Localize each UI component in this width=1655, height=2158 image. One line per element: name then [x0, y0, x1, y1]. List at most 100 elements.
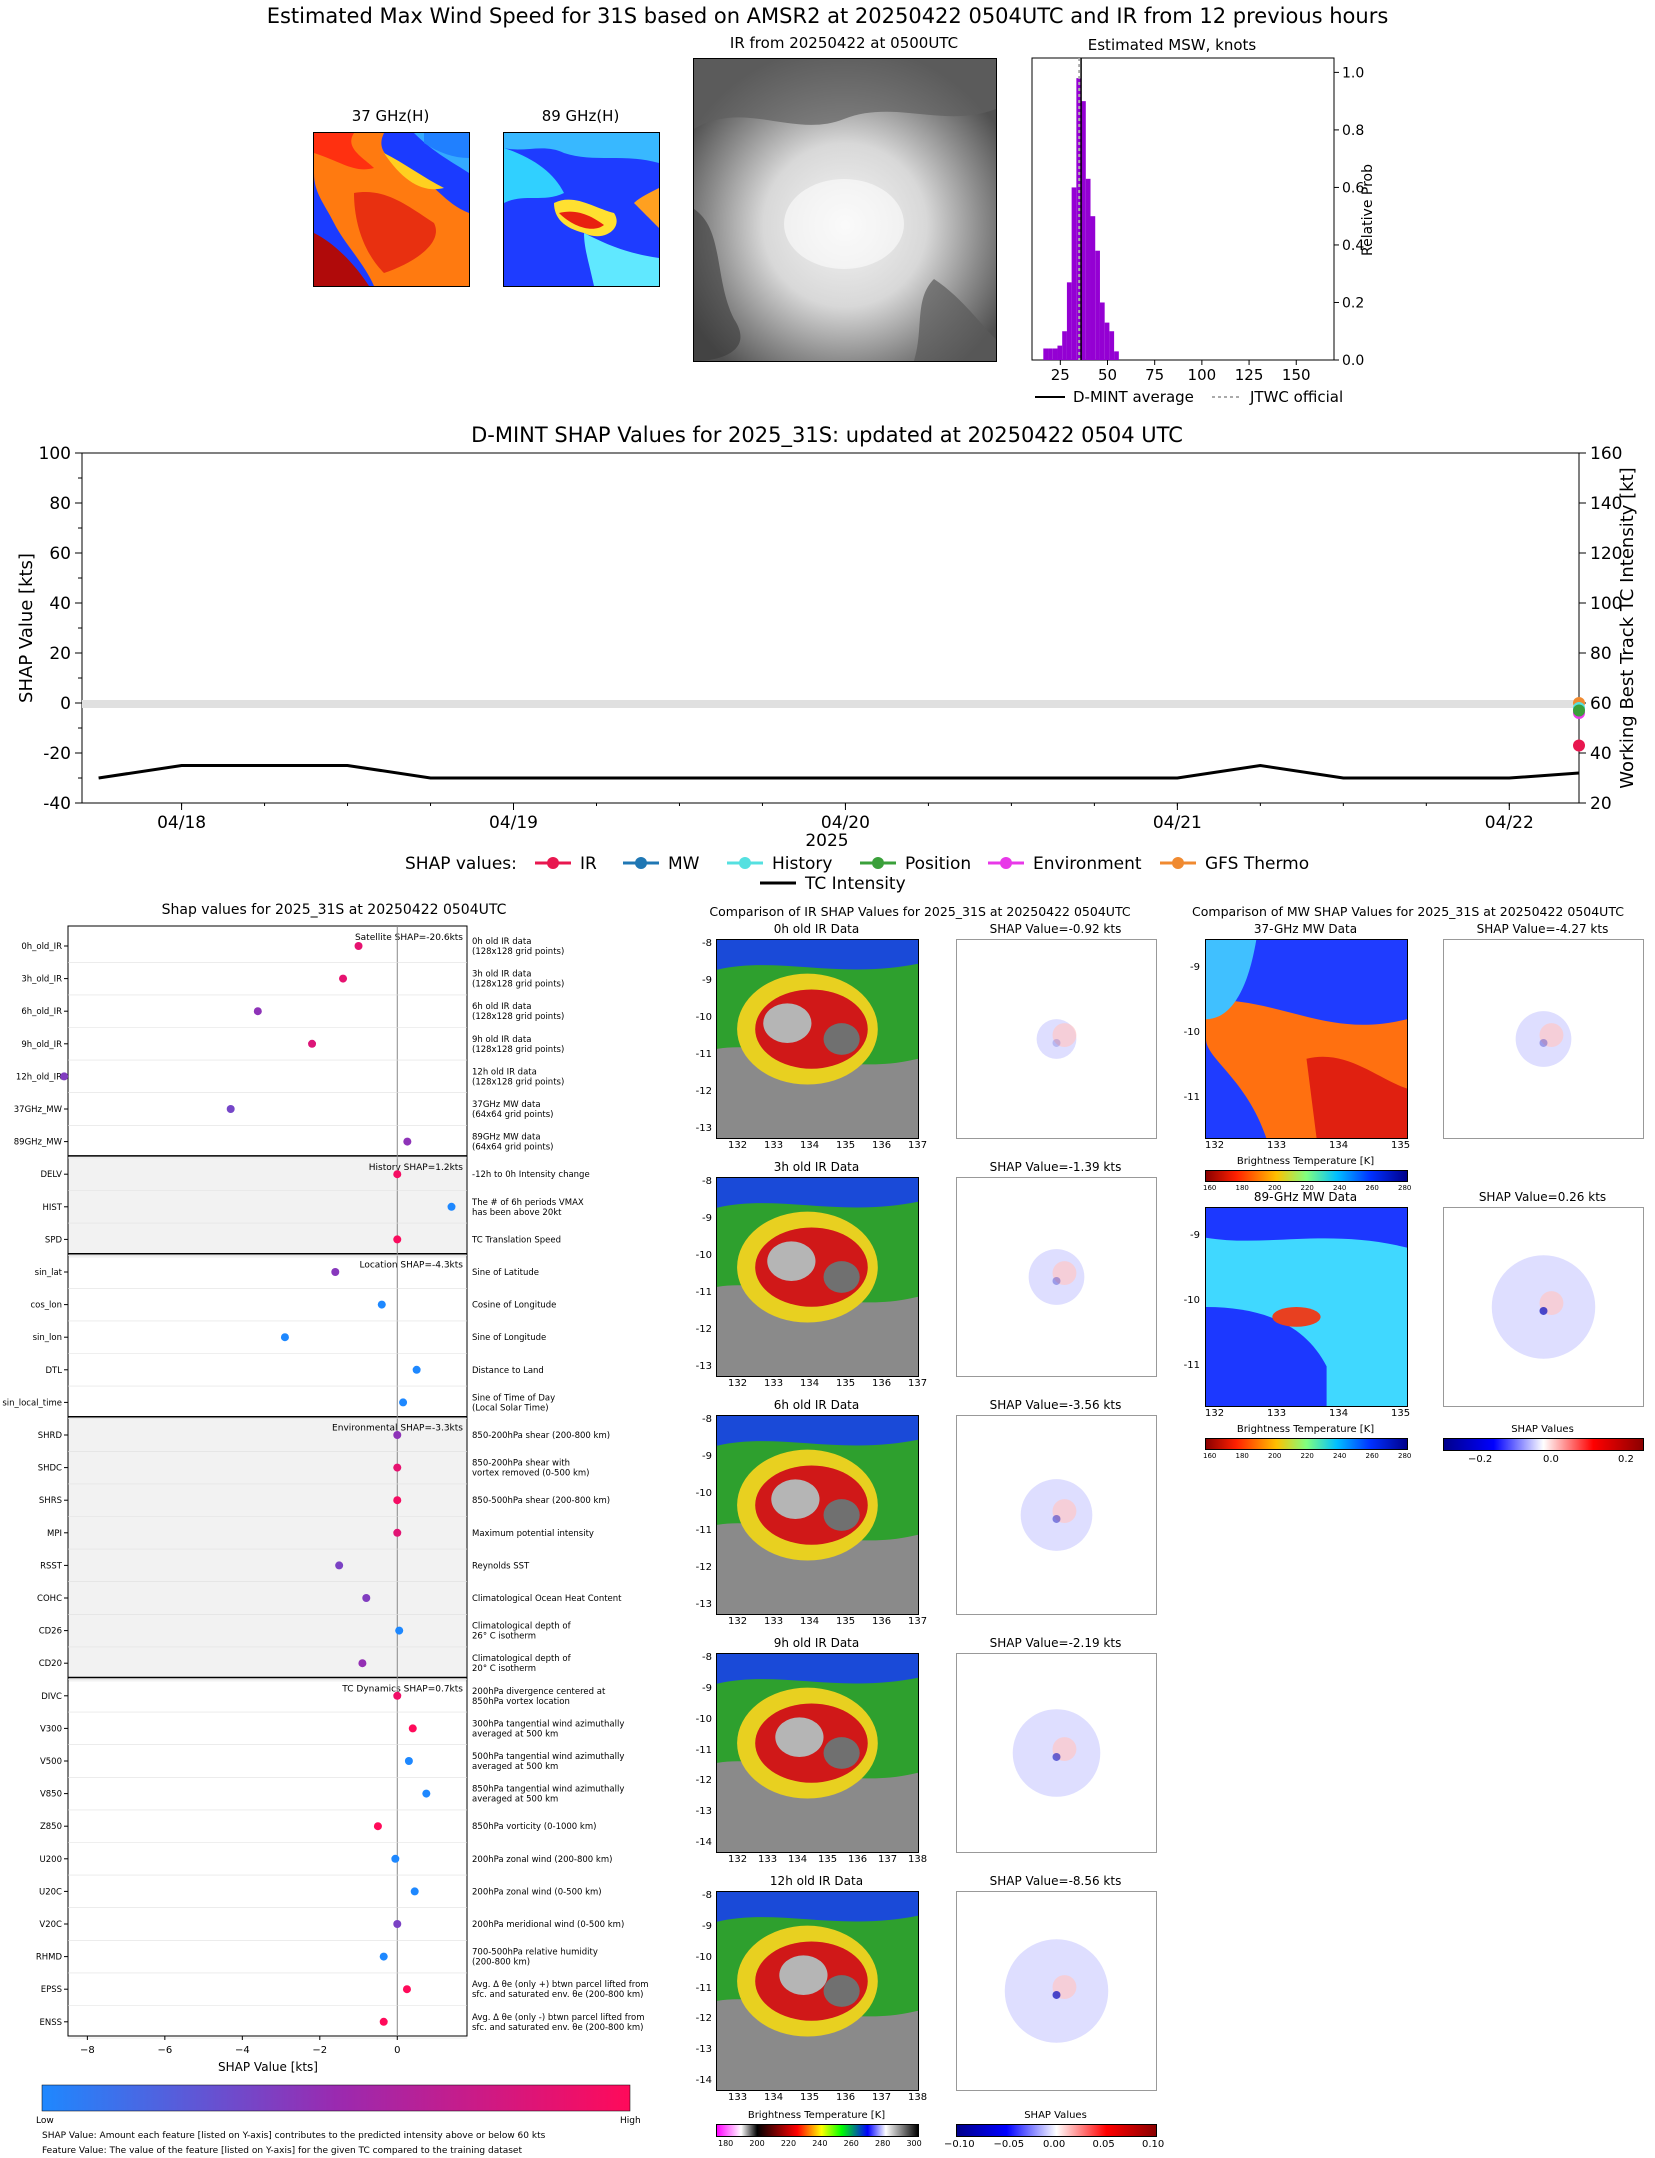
timeline-left-tick-label: 0 — [60, 694, 71, 714]
mw-row-ytick: -9 — [1190, 962, 1200, 973]
mw37-image-svg — [314, 133, 469, 286]
timeline-legend-marker — [635, 857, 647, 869]
ir-row-xtick: 137 — [908, 1378, 928, 1389]
timeline-left-tick-label: -40 — [43, 794, 71, 814]
hist-bar — [1066, 282, 1072, 360]
mw-cbar-shap-tick: −0.2 — [1468, 1454, 1493, 1465]
shap-feature-label: CD26 — [39, 1627, 62, 1637]
timeline-shap-point — [1573, 704, 1585, 717]
timeline-right-tick-label: 40 — [1590, 744, 1612, 764]
mw-cbar-bt-tick: 180 — [1235, 1184, 1249, 1192]
timeline-left-ticks: 100 80 60 40 20 0 -20 -40 — [39, 444, 82, 814]
mw37-map — [1206, 940, 1407, 1138]
ir-row-xtick: 133 — [764, 1140, 784, 1151]
shap-map — [957, 1416, 1156, 1614]
shap-feature-desc: 12h old IR data (128x128 grid points) — [472, 1067, 564, 1087]
shap-feature-point — [402, 1985, 411, 1994]
mw-cbar-shap — [1443, 1438, 1644, 1451]
timeline-legend-label: Position — [905, 854, 971, 874]
shap-feature-label: 0h_old_IR — [21, 942, 62, 952]
shap-feature-point — [393, 1496, 402, 1505]
ir-row-ytick: -10 — [695, 1012, 712, 1023]
ir-row-image — [716, 1415, 919, 1615]
shap-feature-desc: 89GHz MW data (64x64 grid points) — [472, 1133, 553, 1153]
ir-row-xtick: 132 — [728, 1140, 748, 1151]
ir-cbar-bt-tick: 240 — [812, 2139, 828, 2148]
ir-map — [717, 940, 918, 1138]
shap-feature-colorbar — [41, 2084, 631, 2112]
shap-feature-label: 3h_old_IR — [21, 975, 62, 985]
ir-panel-title: Comparison of IR SHAP Values for 2025_31… — [709, 904, 1131, 919]
timeline-legend-label: History — [772, 854, 832, 874]
tc-intensity-line — [98, 763, 1580, 780]
ir-row-image — [716, 1177, 919, 1377]
hist-bar — [1062, 331, 1067, 360]
ir-cbar-bt-tick: 300 — [906, 2139, 922, 2148]
shap-feature-point — [60, 1072, 69, 1081]
shap-feature-point — [308, 1039, 317, 1048]
ir-row-xtick: 132 — [728, 1616, 748, 1627]
timeline-right-tick-label: 80 — [1590, 644, 1612, 664]
mw-row-xtick: 135 — [1391, 1408, 1411, 1419]
ir-row-ytick: -13 — [695, 1599, 712, 1610]
shap-feature-label: SHDC — [38, 1464, 62, 1474]
ir-row-xtick: 136 — [872, 1378, 892, 1389]
mw-row-xtick: 134 — [1329, 1408, 1349, 1419]
mw-row-xtick: 133 — [1267, 1408, 1287, 1419]
ir-cbar-shap-tick: −0.05 — [993, 2139, 1025, 2150]
shap-feature-point — [408, 1724, 417, 1733]
shap-feature-desc: 850-200hPa shear (200-800 km) — [472, 1431, 610, 1441]
shap-group-bands: Satellite SHAP=-20.6kts History SHAP=1.2k… — [68, 933, 467, 1695]
ir-row-xtick: 134 — [764, 2092, 784, 2103]
ir-row-xtick: 134 — [800, 1140, 820, 1151]
mw-row-ytick: -10 — [1183, 1027, 1200, 1038]
shap-feature-label: cos_lon — [30, 1301, 62, 1311]
timeline-left-tick-label: 100 — [39, 444, 71, 464]
ir-row-xtick: 137 — [908, 1616, 928, 1627]
msw-hist-ylabel: Relative Prob — [1360, 164, 1376, 256]
shap-feature-point — [404, 1757, 413, 1765]
hist-bar — [1071, 187, 1077, 360]
shap-feature-desc: 200hPa meridional wind (0-500 km) — [472, 1920, 624, 1930]
ir-row-ytick: -9 — [702, 1920, 712, 1932]
shap-feature-point — [280, 1333, 289, 1342]
shap-feature-point — [331, 1268, 340, 1276]
shap-feature-label: COHC — [37, 1594, 62, 1604]
shap-feature-point — [373, 1822, 382, 1831]
timeline-right-tick-label: 100 — [1590, 594, 1622, 614]
shap-feature-label: 6h_old_IR — [21, 1007, 62, 1017]
hist-xtick-label: 100 — [1188, 366, 1217, 384]
ir-row-ytick: -8 — [702, 1176, 712, 1187]
shap-feature-point — [422, 1789, 431, 1798]
shap-feature-desc: 200hPa divergence centered at 850hPa vort… — [472, 1687, 606, 1707]
mw-cbar-shap-label: SHAP Values — [1511, 1424, 1574, 1435]
ir-row-ytick: -9 — [702, 1451, 712, 1462]
timeline-legend-marker — [1000, 857, 1012, 869]
shap-feature-point — [393, 1170, 402, 1179]
shap-feature-point — [393, 1235, 402, 1244]
ir-row-ytick: -14 — [695, 1837, 712, 1848]
ir-row-xtick: 138 — [908, 2092, 928, 2103]
ir-row-image — [716, 1891, 919, 2091]
shap-feature-desc: 500hPa tangential wind azimuthally averag… — [472, 1752, 624, 1772]
ir-cbar-bt-tick: 180 — [718, 2139, 734, 2148]
hist-ytick-label: 0.8 — [1342, 123, 1364, 139]
shap-feature-label: RHMD — [36, 1953, 63, 1963]
mw-row-title: 37-GHz MW Data — [1253, 922, 1358, 936]
shap-feature-label: SHRD — [38, 1431, 63, 1441]
ir-row-shap-map — [956, 1177, 1157, 1377]
ir-row-ytick: -12 — [695, 1775, 712, 1787]
mw-row-image — [1205, 1207, 1408, 1407]
ir-row-ytick: -10 — [695, 1713, 712, 1725]
ir-row-xtick: 136 — [872, 1616, 892, 1627]
shap-feature-label: 9h_old_IR — [21, 1040, 62, 1050]
ir-row-ytick: -8 — [702, 1414, 712, 1425]
colorbar-high-label: High — [620, 2116, 641, 2126]
shap-map — [957, 1178, 1156, 1376]
shap-feature-point — [358, 1659, 367, 1668]
shap-feature-desc: 9h old IR data (128x128 grid points) — [472, 1035, 564, 1055]
shap-group-label: Satellite SHAP=-20.6kts — [355, 933, 463, 943]
shap-panel-title: Shap values for 2025_31S at 20250422 050… — [161, 902, 507, 918]
timeline-legend: SHAP values: IR MW History Position Environme… — [405, 854, 1309, 894]
shap-feature-label: sin_local_time — [2, 1398, 62, 1408]
